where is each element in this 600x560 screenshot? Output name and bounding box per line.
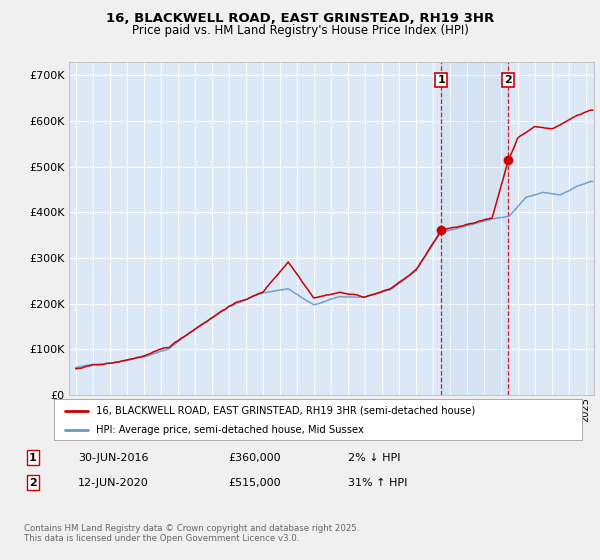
- Text: Contains HM Land Registry data © Crown copyright and database right 2025.
This d: Contains HM Land Registry data © Crown c…: [24, 524, 359, 543]
- Text: 12-JUN-2020: 12-JUN-2020: [78, 478, 149, 488]
- Text: 2: 2: [29, 478, 37, 488]
- Text: 30-JUN-2016: 30-JUN-2016: [78, 452, 149, 463]
- Text: £360,000: £360,000: [228, 452, 281, 463]
- Text: 16, BLACKWELL ROAD, EAST GRINSTEAD, RH19 3HR: 16, BLACKWELL ROAD, EAST GRINSTEAD, RH19…: [106, 12, 494, 25]
- Text: HPI: Average price, semi-detached house, Mid Sussex: HPI: Average price, semi-detached house,…: [96, 424, 364, 435]
- Text: 16, BLACKWELL ROAD, EAST GRINSTEAD, RH19 3HR (semi-detached house): 16, BLACKWELL ROAD, EAST GRINSTEAD, RH19…: [96, 405, 475, 416]
- Text: 31% ↑ HPI: 31% ↑ HPI: [348, 478, 407, 488]
- Text: 1: 1: [29, 452, 37, 463]
- Text: £515,000: £515,000: [228, 478, 281, 488]
- Text: 1: 1: [437, 75, 445, 85]
- Text: 2% ↓ HPI: 2% ↓ HPI: [348, 452, 401, 463]
- Text: 2: 2: [505, 75, 512, 85]
- Text: Price paid vs. HM Land Registry's House Price Index (HPI): Price paid vs. HM Land Registry's House …: [131, 24, 469, 37]
- Bar: [441, 62, 508, 395]
